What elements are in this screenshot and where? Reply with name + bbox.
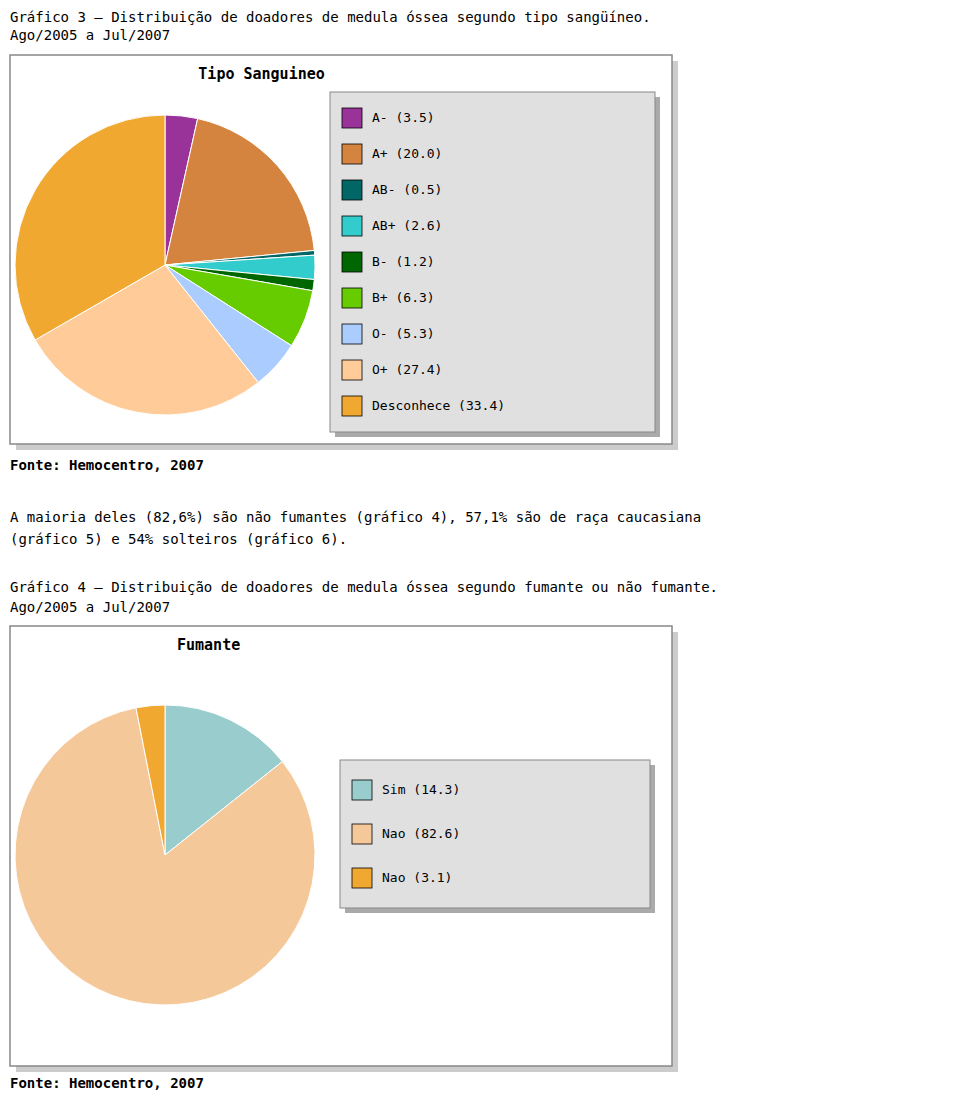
chart-box: [10, 55, 672, 444]
legend-label: O- (5.3): [372, 326, 435, 341]
chart: Gráfico 4 – Distribuição de doadores de …: [10, 579, 718, 1091]
legend-swatch: [342, 396, 362, 416]
pie-slice: [165, 119, 314, 265]
chart-box: [10, 626, 672, 1066]
legend-label: Desconhece (33.4): [372, 398, 505, 413]
legend-label: B- (1.2): [372, 254, 435, 269]
legend-swatch: [342, 252, 362, 272]
legend-label: AB- (0.5): [372, 182, 442, 197]
annotation: Fonte: Hemocentro, 2007: [10, 457, 204, 473]
annotation: A maioria deles (82,6%) são não fumantes…: [10, 509, 701, 525]
legend-label: AB+ (2.6): [372, 218, 442, 233]
legend-label: B+ (6.3): [372, 290, 435, 305]
chart-title: Tipo Sanguineo: [198, 65, 324, 83]
legend-swatch: [342, 180, 362, 200]
annotation: (gráfico 5) e 54% solteiros (gráfico 6).: [10, 531, 347, 547]
annotation: Gráfico 3 – Distribuição de doadores de …: [10, 9, 651, 25]
annotation: Gráfico 4 – Distribuição de doadores de …: [10, 579, 718, 595]
chart-title: Fumante: [177, 636, 240, 654]
legend-label: Nao (3.1): [382, 870, 452, 885]
legend-swatch: [342, 144, 362, 164]
legend-label: A+ (20.0): [372, 146, 442, 161]
legend-label: O+ (27.4): [372, 362, 442, 377]
legend-swatch: [352, 780, 372, 800]
legend-box: [340, 760, 650, 908]
annotation: Fonte: Hemocentro, 2007: [10, 1075, 204, 1091]
legend-swatch: [352, 824, 372, 844]
annotation: Ago/2005 a Jul/2007: [10, 27, 170, 43]
annotation: Ago/2005 a Jul/2007: [10, 599, 170, 615]
legend-box: [330, 92, 655, 432]
legend-label: Sim (14.3): [382, 782, 460, 797]
legend-swatch: [342, 108, 362, 128]
legend-label: A- (3.5): [372, 110, 435, 125]
pie: [15, 705, 315, 1005]
pie-slice: [15, 115, 165, 340]
legend-swatch: [342, 360, 362, 380]
legend-swatch: [352, 868, 372, 888]
pie-slice: [136, 705, 165, 855]
page: Gráfico 3 – Distribuição de doadores de …: [0, 0, 960, 1097]
legend: Sim (14.3) Nao (82.6) Nao (3.1): [340, 760, 655, 913]
legend-swatch: [342, 216, 362, 236]
legend: A- (3.5) A+ (20.0) AB- (0.5) AB+ (2.6) B- (1…: [330, 92, 660, 437]
chart: Gráfico 3 – Distribuição de doadores de …: [10, 9, 701, 547]
legend-swatch: [342, 288, 362, 308]
pie: [15, 115, 315, 415]
legend-swatch: [342, 324, 362, 344]
legend-label: Nao (82.6): [382, 826, 460, 841]
